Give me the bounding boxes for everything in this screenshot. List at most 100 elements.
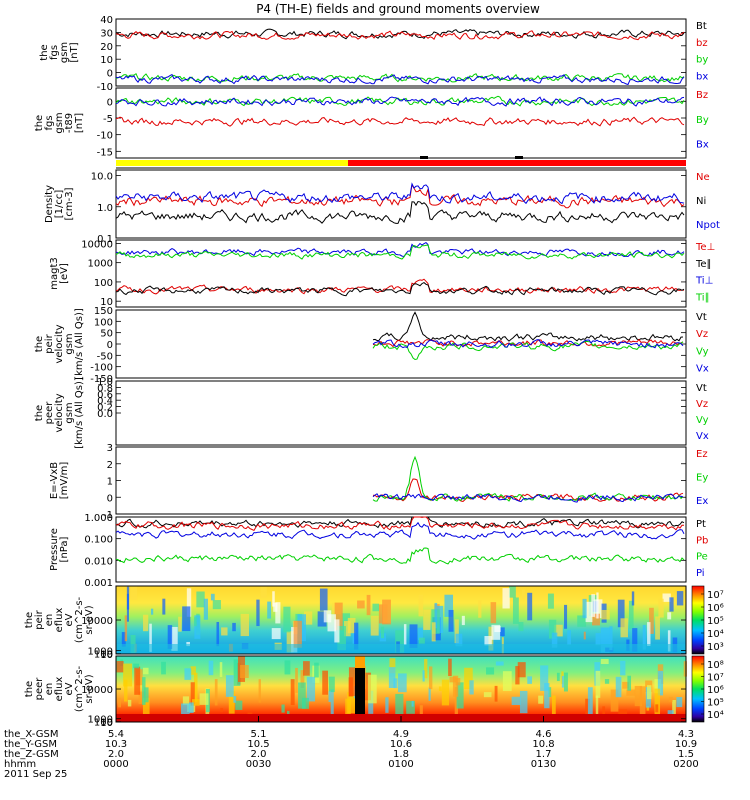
heatmap-cell bbox=[490, 602, 497, 624]
heatmap-cell bbox=[610, 689, 619, 712]
heatmap-cell bbox=[538, 695, 544, 704]
heatmap-cell bbox=[344, 621, 351, 637]
heatmap-cell bbox=[478, 600, 482, 618]
heatmap-cell bbox=[196, 591, 205, 608]
legend-Ez: Ez bbox=[696, 449, 708, 460]
heatmap-cell bbox=[654, 679, 662, 694]
y-tick-label: 100 bbox=[94, 650, 113, 661]
mode-marker bbox=[515, 156, 523, 159]
heatmap-cell bbox=[330, 689, 334, 718]
heatmap-cell bbox=[441, 679, 450, 706]
heatmap-cell bbox=[517, 662, 526, 678]
heatmap-cell bbox=[275, 602, 281, 624]
heatmap-cell bbox=[130, 586, 138, 600]
series-by bbox=[115, 72, 685, 83]
heatmap-cell bbox=[194, 672, 198, 702]
legend-Vy: Vy bbox=[696, 415, 709, 426]
heatmap-cell bbox=[240, 665, 249, 678]
legend-Ti∥: Ti∥ bbox=[695, 293, 710, 304]
heatmap-cell bbox=[167, 625, 173, 649]
x-axis-value: 10.9 bbox=[675, 739, 697, 750]
heatmap-cell bbox=[548, 687, 552, 697]
heatmap-cell bbox=[303, 661, 310, 676]
heatmap-cell bbox=[662, 593, 671, 602]
heatmap-cell bbox=[127, 699, 132, 707]
heatmap-cell bbox=[600, 627, 610, 653]
heatmap-cell bbox=[600, 658, 609, 665]
heatmap-cell bbox=[658, 598, 664, 618]
heatmap-cell bbox=[123, 663, 133, 687]
y-axis-label: gsm bbox=[54, 112, 65, 133]
heatmap-cell bbox=[494, 625, 501, 633]
heatmap-cell bbox=[116, 661, 124, 673]
y-axis-label: the bbox=[39, 44, 50, 60]
colorbar-tick-label: 10⁸ bbox=[707, 660, 724, 671]
y-axis-label: the bbox=[34, 336, 45, 352]
y-axis-label: en bbox=[44, 683, 55, 696]
y-tick-label: 0 bbox=[107, 340, 113, 351]
heatmap-cell bbox=[143, 667, 149, 675]
heatmap-cell bbox=[347, 617, 356, 634]
heatmap-cell bbox=[639, 686, 646, 715]
heatmap-cell bbox=[631, 591, 635, 606]
data-gap bbox=[355, 656, 365, 722]
x-axis-value: 4.9 bbox=[393, 729, 409, 740]
heatmap-cell bbox=[240, 613, 250, 637]
heatmap-cell bbox=[419, 705, 423, 721]
heatmap-cell bbox=[438, 686, 442, 692]
panel-frame bbox=[115, 239, 687, 308]
heatmap-cell bbox=[609, 626, 613, 651]
y-axis-label: the bbox=[34, 115, 45, 131]
heatmap-cell bbox=[272, 591, 275, 607]
heatmap-cell bbox=[491, 624, 501, 640]
heatmap-cell bbox=[143, 614, 149, 632]
panel-peer_vel: 1.00.80.60.40.20.0 the peer velocity gsm [km/… bbox=[34, 377, 709, 449]
y-axis-label: [nT] bbox=[69, 42, 80, 62]
heatmap-cell bbox=[654, 688, 661, 718]
heatmap-cell bbox=[184, 668, 192, 680]
heatmap-cell bbox=[418, 637, 425, 644]
y-tick-label: 1.0 bbox=[97, 377, 113, 388]
legend-Vt: Vt bbox=[696, 383, 707, 394]
x-axis-value: 5.1 bbox=[251, 729, 267, 740]
heatmap-cell bbox=[551, 632, 558, 648]
y-axis-label: [1/cc] bbox=[54, 190, 65, 219]
heatmap-cell bbox=[676, 697, 683, 708]
legend-Ey: Ey bbox=[696, 473, 708, 484]
heatmap-cell bbox=[548, 619, 557, 639]
heatmap-cell bbox=[649, 607, 654, 634]
panel-density: 10.0 1.0 0.1 Density [1/cc] [cm-3] Ne Ni Npot bbox=[44, 169, 720, 245]
heatmap-cell bbox=[162, 598, 166, 615]
heatmap-cell bbox=[221, 627, 228, 636]
series-Ni bbox=[115, 200, 685, 224]
heatmap-cell bbox=[194, 615, 201, 639]
x-axis-value: 0130 bbox=[531, 759, 556, 770]
series-Bz bbox=[115, 116, 685, 127]
heatmap-cell bbox=[595, 695, 599, 718]
heatmap-cell bbox=[515, 666, 520, 685]
legend-Bx: Bx bbox=[696, 140, 709, 151]
x-axis-value: 1.8 bbox=[393, 749, 409, 760]
y-tick-label: -1 bbox=[103, 510, 113, 521]
heatmap-cell bbox=[646, 685, 652, 700]
heatmap-cell bbox=[544, 683, 550, 709]
heatmap-cell bbox=[403, 624, 407, 645]
heatmap-cell bbox=[502, 588, 510, 609]
heatmap-cell bbox=[495, 661, 504, 666]
heatmap-cell bbox=[286, 631, 294, 653]
heatmap-cell bbox=[628, 600, 634, 629]
y-tick-label: 0.8 bbox=[97, 383, 113, 394]
heatmap-cell bbox=[364, 672, 371, 701]
heatmap-cell bbox=[319, 588, 328, 611]
heatmap-cell bbox=[138, 691, 146, 704]
heatmap-cell bbox=[423, 609, 431, 630]
y-tick-label: 0 bbox=[107, 69, 113, 80]
legend-Ni: Ni bbox=[696, 196, 706, 207]
heatmap-cell bbox=[397, 673, 407, 693]
heatmap-cell bbox=[150, 608, 154, 615]
heatmap-cell bbox=[334, 619, 340, 643]
y-tick-label: 10 bbox=[100, 718, 113, 729]
y-tick-label: 0.6 bbox=[97, 390, 113, 401]
